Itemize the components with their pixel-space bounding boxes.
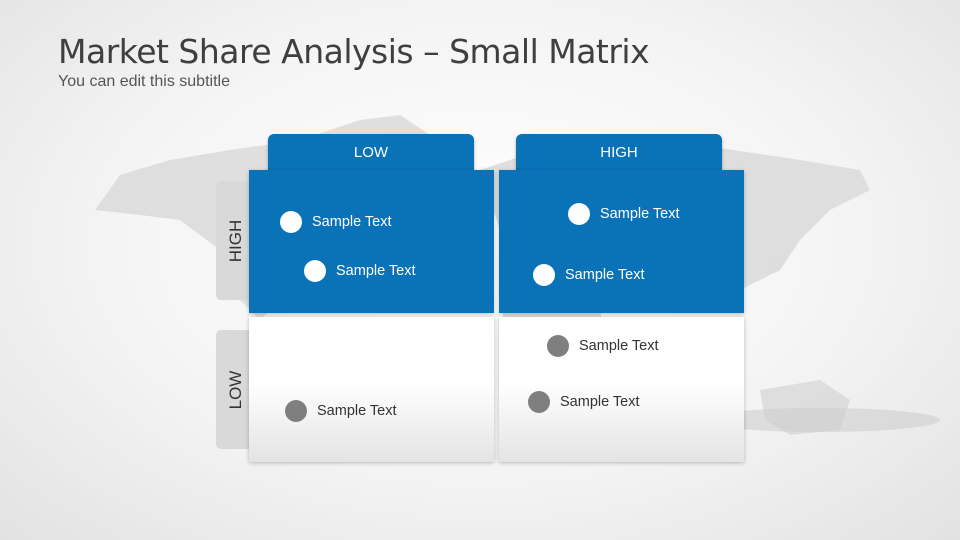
- row-header-label: HIGH: [226, 219, 245, 262]
- item-label: Sample Text: [312, 214, 392, 230]
- item-label: Sample Text: [560, 394, 640, 410]
- column-header-label: HIGH: [600, 144, 638, 161]
- list-item: Sample Text: [533, 264, 645, 286]
- page-title: Market Share Analysis – Small Matrix: [58, 32, 650, 71]
- dot-icon: [568, 203, 590, 225]
- column-header-low: LOW: [268, 134, 474, 172]
- list-item: Sample Text: [528, 391, 640, 413]
- list-item: Sample Text: [568, 203, 680, 225]
- page-subtitle: You can edit this subtitle: [58, 73, 230, 90]
- dot-icon: [533, 264, 555, 286]
- list-item: Sample Text: [304, 260, 416, 282]
- list-item: Sample Text: [547, 335, 659, 357]
- cell-high-high: Sample Text Sample Text: [499, 170, 744, 313]
- item-label: Sample Text: [317, 403, 397, 419]
- cell-high-low: Sample Text Sample Text: [249, 170, 494, 313]
- column-header-high: HIGH: [516, 134, 722, 172]
- dot-icon: [547, 335, 569, 357]
- cell-low-high: Sample Text Sample Text: [499, 317, 744, 462]
- dot-icon: [304, 260, 326, 282]
- list-item: Sample Text: [285, 400, 397, 422]
- cell-low-low: Sample Text: [249, 317, 494, 462]
- row-header-label: LOW: [226, 370, 245, 409]
- list-item: Sample Text: [280, 211, 392, 233]
- item-label: Sample Text: [565, 267, 645, 283]
- dot-icon: [280, 211, 302, 233]
- item-label: Sample Text: [600, 206, 680, 222]
- dot-icon: [285, 400, 307, 422]
- item-label: Sample Text: [579, 338, 659, 354]
- dot-icon: [528, 391, 550, 413]
- item-label: Sample Text: [336, 263, 416, 279]
- column-header-label: LOW: [353, 144, 389, 161]
